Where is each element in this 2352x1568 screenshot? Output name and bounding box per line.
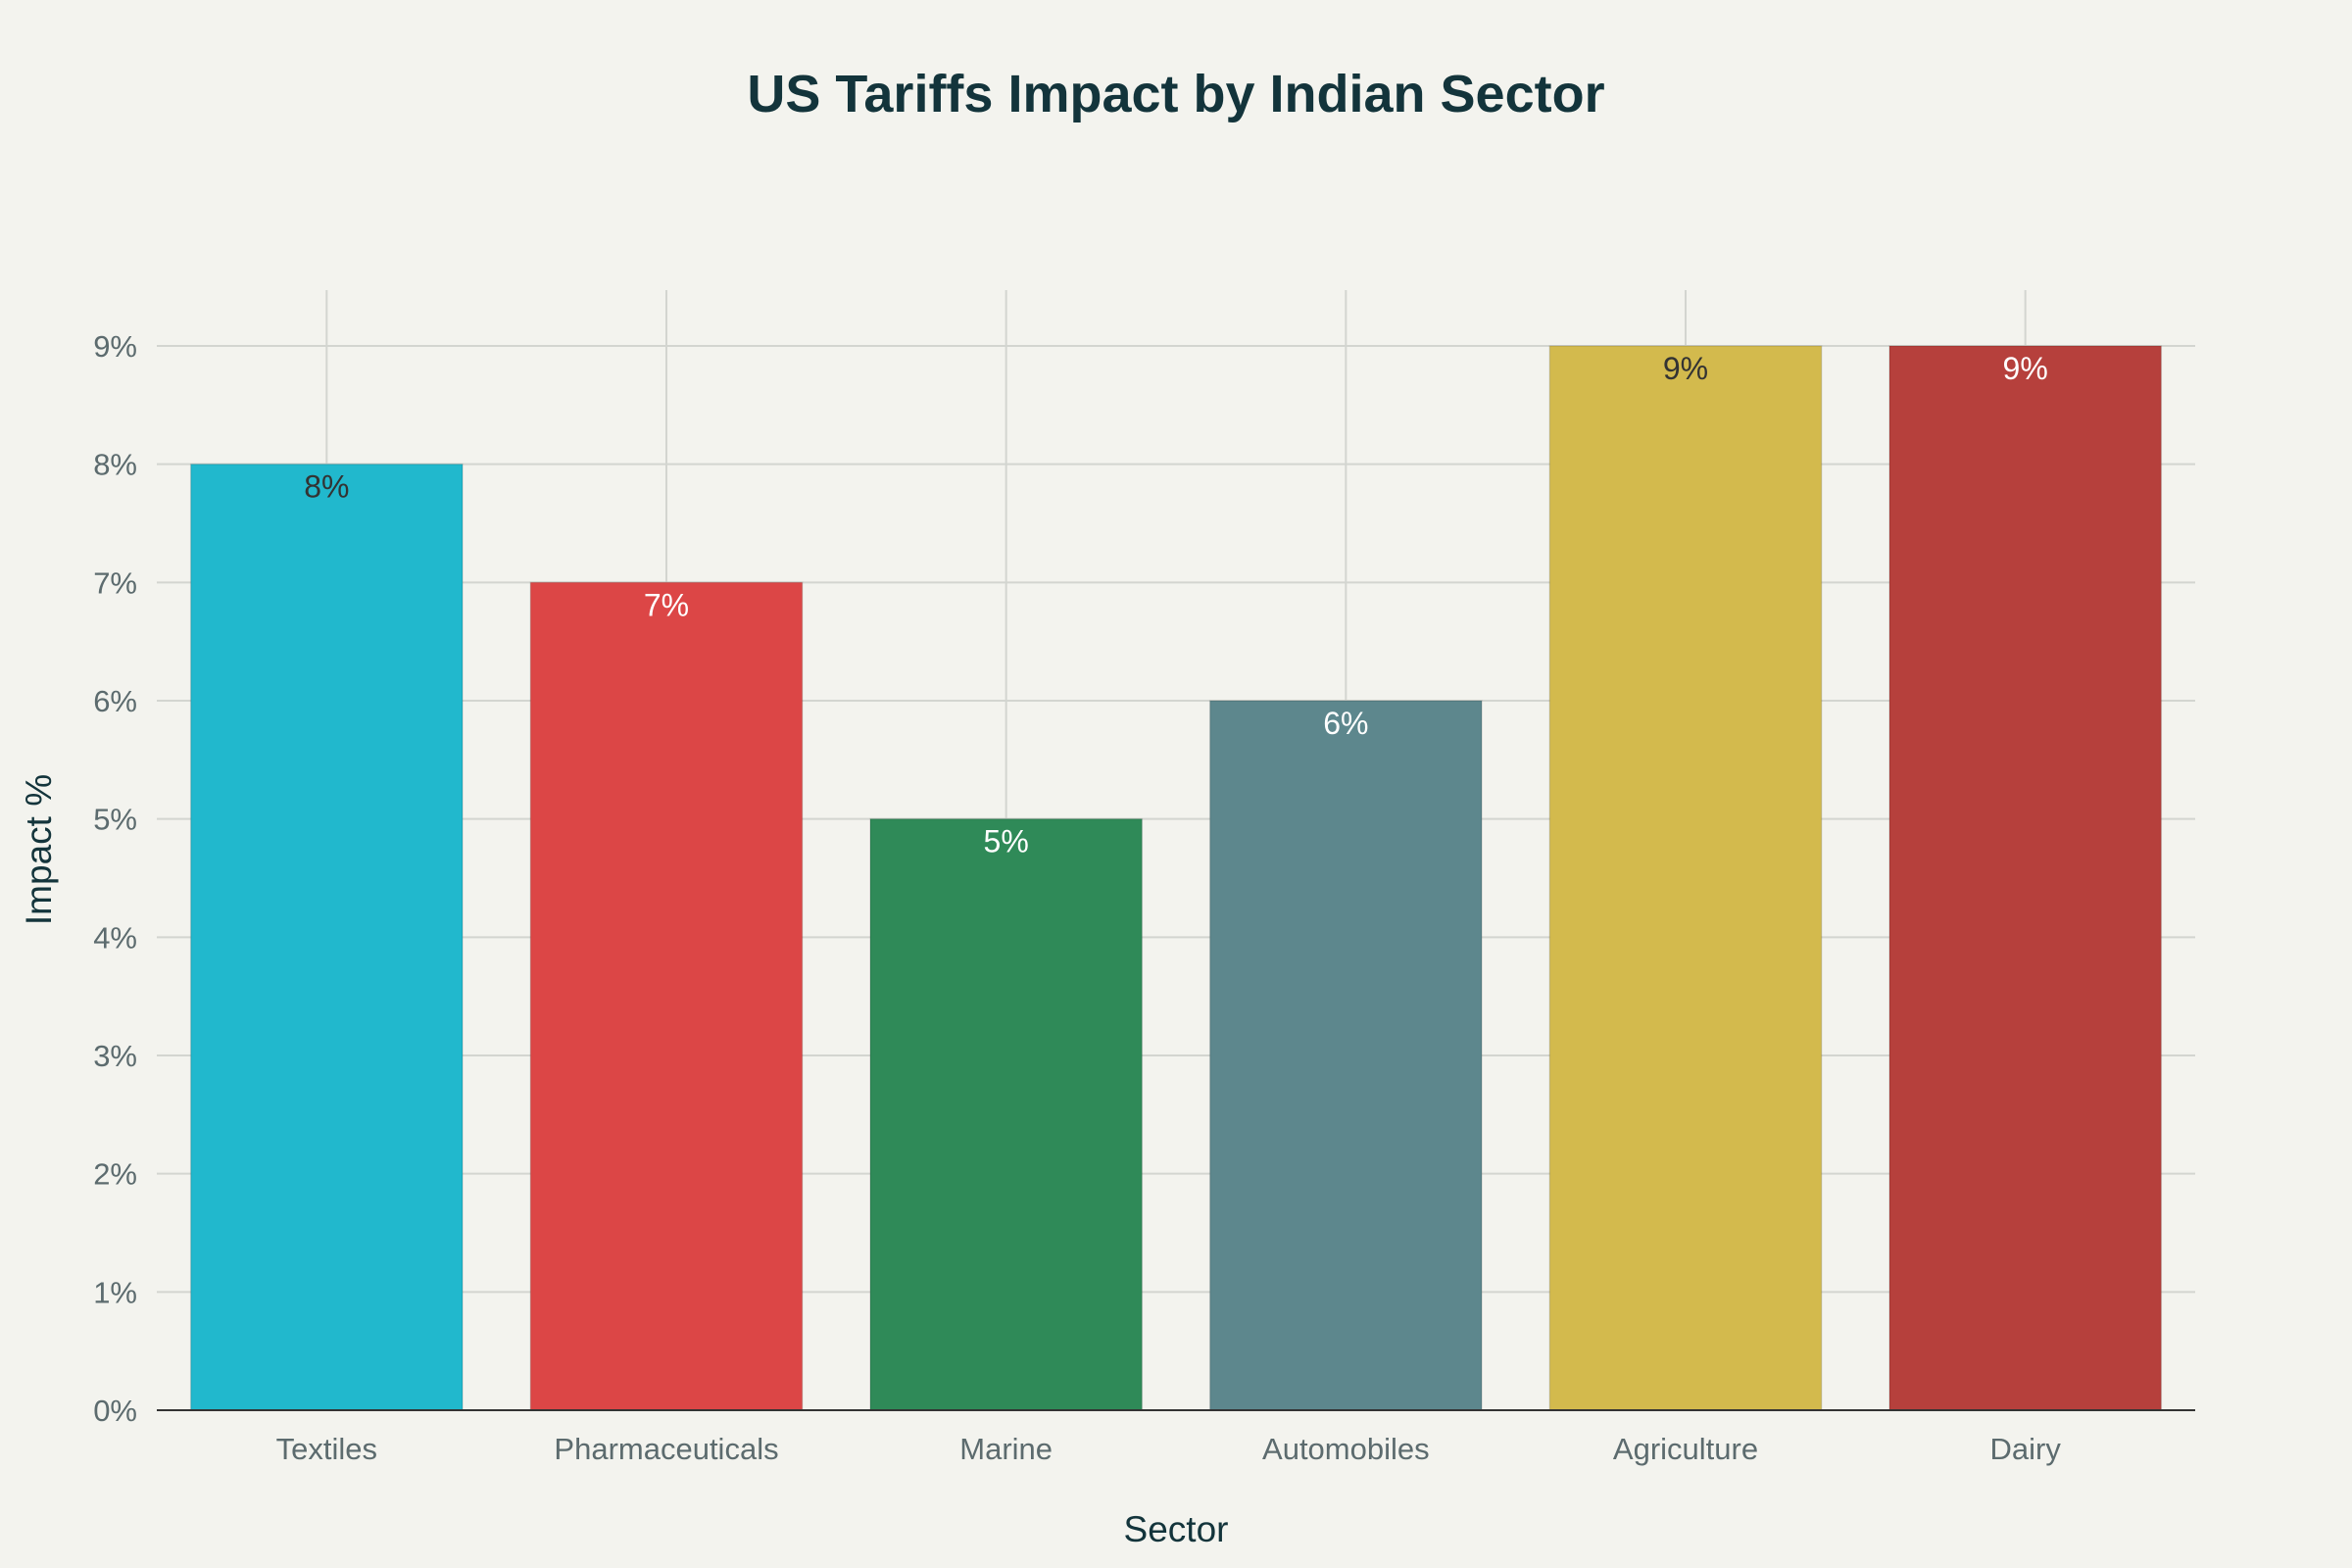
x-tick-label: Marine	[959, 1432, 1053, 1466]
x-tick-label: Pharmaceuticals	[554, 1432, 778, 1466]
y-tick-label: 9%	[93, 329, 137, 364]
bar-data-label: 7%	[644, 587, 689, 622]
x-tick-label: Dairy	[1989, 1432, 2061, 1466]
bar-marine	[869, 817, 1144, 1411]
y-tick-label: 0%	[93, 1394, 137, 1428]
y-tick-label: 6%	[93, 684, 137, 718]
y-tick-label: 5%	[93, 803, 137, 837]
y-tick-label: 7%	[93, 565, 137, 600]
x-tick-label: Agriculture	[1613, 1432, 1758, 1466]
bar-pharmaceuticals	[529, 581, 804, 1411]
bar-data-label: 6%	[1323, 706, 1368, 741]
y-tick-label: 2%	[93, 1157, 137, 1192]
bar-data-label: 5%	[984, 824, 1029, 859]
bar-textiles	[189, 463, 464, 1411]
bar-data-label: 9%	[2003, 351, 2048, 386]
y-axis-title: Impact %	[19, 774, 59, 925]
bar-dairy	[1888, 345, 2163, 1411]
y-tick-label: 3%	[93, 1039, 137, 1073]
bar-data-label: 8%	[304, 469, 349, 505]
x-tick-label: Textiles	[276, 1432, 377, 1466]
x-axis-ticks: Textiles Pharmaceuticals Marine Automobiles…	[276, 1432, 2062, 1466]
bar-agriculture	[1548, 345, 1823, 1411]
chart-title: US Tariffs Impact by Indian Sector	[747, 65, 1604, 123]
bars: 8% 7% 5% 6% 9% 9%	[189, 345, 2163, 1411]
y-tick-label: 8%	[93, 448, 137, 482]
bar-data-label: 9%	[1663, 351, 1708, 386]
y-tick-label: 1%	[93, 1275, 137, 1309]
x-tick-label: Automobiles	[1262, 1432, 1430, 1466]
x-axis-title: Sector	[1124, 1509, 1229, 1549]
y-axis-ticks: 0% 1% 2% 3% 4% 5% 6% 7% 8% 9%	[93, 329, 137, 1428]
bar-automobiles	[1208, 700, 1483, 1411]
y-tick-label: 4%	[93, 920, 137, 955]
